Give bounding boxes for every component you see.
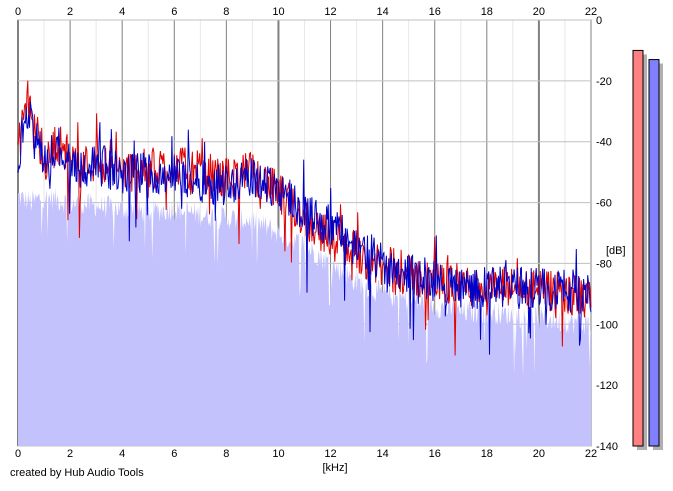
x-tick-label-top: 12: [324, 6, 336, 18]
spectrum-fill-area: [18, 187, 591, 446]
x-tick-label-bottom: 20: [533, 448, 545, 460]
x-tick-label-top: 6: [171, 6, 177, 18]
x-tick-label-bottom: 2: [67, 448, 73, 460]
x-tick-label-bottom: 12: [324, 448, 336, 460]
x-tick-label-top: 4: [119, 6, 125, 18]
y-tick-label: -60: [596, 198, 612, 210]
x-tick-label-bottom: 14: [377, 448, 389, 460]
series-line-right: [17, 101, 592, 355]
x-tick-label-top: 16: [429, 6, 441, 18]
x-tick-label-top: 18: [481, 6, 493, 18]
x-tick-label-bottom: 18: [481, 448, 493, 460]
x-tick-label-top: 2: [67, 6, 73, 18]
x-tick-label-top: 10: [272, 6, 284, 18]
y-tick-labels: 0 -20 -40 -60 -80 -100 -120 -140: [596, 15, 618, 453]
level-meters: [632, 49, 663, 451]
level-meter-left: [632, 49, 644, 447]
x-tick-label-bottom: 22: [585, 448, 597, 460]
x-tick-label-bottom: 8: [223, 448, 229, 460]
y-tick-label: -40: [596, 137, 612, 149]
level-meter-right: [648, 59, 660, 447]
credit-text: created by Hub Audio Tools: [10, 467, 144, 479]
y-tick-label: -100: [596, 319, 618, 331]
x-tick-label-top: 20: [533, 6, 545, 18]
x-tick-labels-top: 0 2 4 6 8 10 12 14 16 18 20 22: [15, 6, 597, 18]
y-tick-label: -140: [596, 441, 618, 453]
spectrum-lines: [17, 80, 592, 356]
x-tick-label-bottom: 6: [171, 448, 177, 460]
x-tick-labels-bottom: 0 2 4 6 8 10 12 14 16 18 20 22: [15, 448, 597, 460]
x-tick-label-bottom: 0: [15, 448, 21, 460]
x-tick-label-bottom: 10: [272, 448, 284, 460]
y-tick-label: 0: [596, 15, 602, 27]
y-tick-label: -120: [596, 380, 618, 392]
y-tick-label: -20: [596, 76, 612, 88]
x-tick-label-bottom: 16: [429, 448, 441, 460]
x-tick-label-top: 14: [377, 6, 389, 18]
x-unit-label: [kHz]: [322, 462, 347, 474]
y-unit-label: [dB]: [606, 245, 626, 257]
y-tick-label: -80: [596, 258, 612, 270]
spectrum-fill: [18, 187, 591, 446]
x-tick-label-top: 22: [585, 6, 597, 18]
x-tick-label-bottom: 4: [119, 448, 125, 460]
x-tick-label-top: 0: [15, 6, 21, 18]
x-tick-label-top: 8: [223, 6, 229, 18]
